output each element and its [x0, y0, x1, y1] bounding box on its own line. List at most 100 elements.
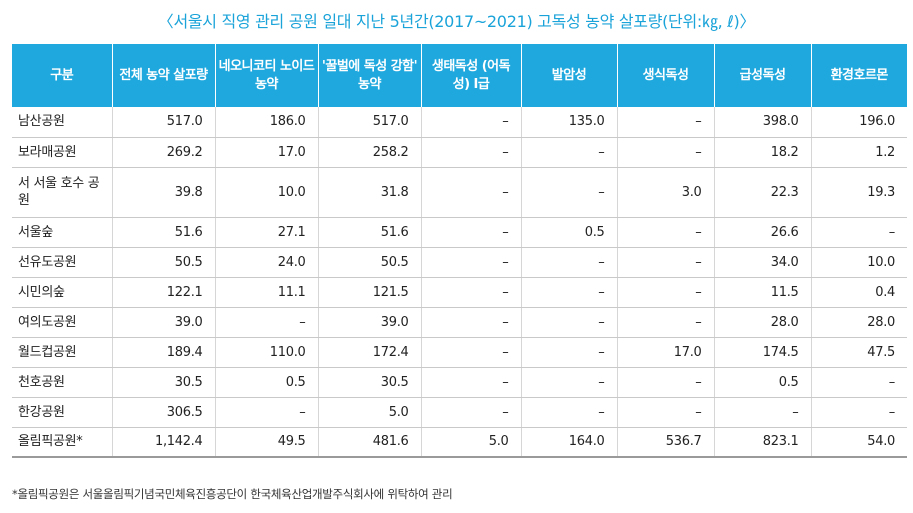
value-cell-carcinogenic: 135.0	[520, 107, 617, 138]
value-cell-endocrine-disruptor: 196.0	[810, 107, 907, 138]
park-name-cell: 선유도공원	[12, 247, 112, 278]
table-row: 남산공원 517.0 186.0 517.0–135.0–398.0 196.0	[12, 107, 907, 138]
table-row: 서 서울 호수 공원 39.8 10.0 31.8– –3.0 22.3 19.3	[12, 167, 907, 218]
value-cell-endocrine-disruptor: 47.5	[810, 337, 907, 368]
value-cell-bee-toxic: 39.0	[317, 307, 421, 338]
value-cell-neonicotinoid: 24.0	[214, 247, 318, 278]
value-cell-endocrine-disruptor: 28.0	[810, 307, 907, 338]
pesticide-table: 구분 전체 농약 살포량 네오니코티 노이드 농약 '꿀벌에 독성 강함' 농약 생태독…	[12, 44, 907, 458]
column-header-category: 구분	[12, 44, 112, 107]
value-cell-reproductive-toxicity: –	[616, 397, 714, 428]
park-name-cell: 여의도공원	[12, 307, 112, 338]
table-body: 남산공원 517.0 186.0 517.0–135.0–398.0 196.0 보라매공…	[12, 107, 907, 458]
value-cell-total-spray: 1,142.4	[111, 427, 215, 458]
value-cell-neonicotinoid: 10.0	[214, 167, 318, 218]
table-row: 천호공원 30.5 0.5 30.5– – –0.5–	[12, 367, 907, 398]
value-cell-ecotoxicity-grade1: –	[420, 337, 521, 368]
value-cell-acute-toxicity: 28.0	[713, 307, 811, 338]
column-header-reproductive-toxicity: 생식독성	[616, 44, 714, 107]
value-cell-acute-toxicity: 0.5	[713, 367, 811, 398]
park-name-cell: 서 서울 호수 공원	[12, 167, 112, 218]
value-cell-carcinogenic: –	[520, 367, 617, 398]
value-cell-carcinogenic: –	[520, 247, 617, 278]
value-cell-carcinogenic: –	[520, 277, 617, 308]
value-cell-carcinogenic: –	[520, 167, 617, 218]
value-cell-endocrine-disruptor: 19.3	[810, 167, 907, 218]
value-cell-endocrine-disruptor: 10.0	[810, 247, 907, 278]
value-cell-acute-toxicity: –	[713, 397, 811, 428]
table-title: 〈서울시 직영 관리 공원 일대 지난 5년간(2017~2021) 고독성 농…	[157, 12, 756, 31]
column-header-neonicotinoid: 네오니코티 노이드 농약	[214, 44, 318, 107]
value-cell-reproductive-toxicity: –	[616, 217, 714, 248]
value-cell-bee-toxic: 481.6	[317, 427, 421, 458]
value-cell-reproductive-toxicity: 17.0	[616, 337, 714, 368]
value-cell-bee-toxic: 50.5	[317, 247, 421, 278]
value-cell-bee-toxic: 30.5	[317, 367, 421, 398]
value-cell-total-spray: 122.1	[111, 277, 215, 308]
value-cell-reproductive-toxicity: –	[616, 247, 714, 278]
value-cell-reproductive-toxicity: –	[616, 107, 714, 138]
value-cell-reproductive-toxicity: –	[616, 277, 714, 308]
column-header-acute-toxicity: 급성독성	[713, 44, 811, 107]
footnote: *올림픽공원은 서울올림픽기념국민체육진흥공단이 한국체육산업개발주식회사에 위…	[12, 487, 453, 501]
value-cell-acute-toxicity: 18.2	[713, 137, 811, 168]
value-cell-total-spray: 39.0	[111, 307, 215, 338]
value-cell-carcinogenic: –	[520, 307, 617, 338]
value-cell-neonicotinoid: 11.1	[214, 277, 318, 308]
value-cell-reproductive-toxicity: 3.0	[616, 167, 714, 218]
value-cell-carcinogenic: –	[520, 397, 617, 428]
value-cell-bee-toxic: 5.0	[317, 397, 421, 428]
table-row: 보라매공원 269.2 17.0 258.2– – –18.2 1.2	[12, 137, 907, 168]
value-cell-reproductive-toxicity: –	[616, 367, 714, 398]
value-cell-neonicotinoid: 49.5	[214, 427, 318, 458]
value-cell-reproductive-toxicity: –	[616, 137, 714, 168]
value-cell-ecotoxicity-grade1: –	[420, 307, 521, 338]
value-cell-bee-toxic: 517.0	[317, 107, 421, 138]
park-name-cell: 보라매공원	[12, 137, 112, 168]
value-cell-bee-toxic: 121.5	[317, 277, 421, 308]
value-cell-endocrine-disruptor: –	[810, 397, 907, 428]
value-cell-total-spray: 51.6	[111, 217, 215, 248]
park-name-cell: 올림픽공원*	[12, 427, 112, 458]
value-cell-total-spray: 269.2	[111, 137, 215, 168]
value-cell-reproductive-toxicity: –	[616, 307, 714, 338]
value-cell-bee-toxic: 31.8	[317, 167, 421, 218]
value-cell-ecotoxicity-grade1: –	[420, 167, 521, 218]
column-header-carcinogenic: 발암성	[520, 44, 617, 107]
park-name-cell: 천호공원	[12, 367, 112, 398]
value-cell-bee-toxic: 172.4	[317, 337, 421, 368]
value-cell-acute-toxicity: 11.5	[713, 277, 811, 308]
value-cell-acute-toxicity: 22.3	[713, 167, 811, 218]
column-header-endocrine-disruptor: 환경호르몬	[810, 44, 907, 107]
value-cell-acute-toxicity: 26.6	[713, 217, 811, 248]
value-cell-neonicotinoid: –	[214, 307, 318, 338]
table-row: 선유도공원 50.5 24.0 50.5– – –34.0 10.0	[12, 247, 907, 278]
column-header-ecotoxicity-grade1: 생태독성 (어독성) I급	[420, 44, 521, 107]
table-row: 한강공원 306.5–5.0– – – – –	[12, 397, 907, 428]
value-cell-total-spray: 517.0	[111, 107, 215, 138]
value-cell-ecotoxicity-grade1: 5.0	[420, 427, 521, 458]
value-cell-ecotoxicity-grade1: –	[420, 137, 521, 168]
value-cell-carcinogenic: 0.5	[520, 217, 617, 248]
value-cell-reproductive-toxicity: 536.7	[616, 427, 714, 458]
value-cell-ecotoxicity-grade1: –	[420, 247, 521, 278]
value-cell-endocrine-disruptor: 54.0	[810, 427, 907, 458]
value-cell-ecotoxicity-grade1: –	[420, 397, 521, 428]
value-cell-acute-toxicity: 823.1	[713, 427, 811, 458]
value-cell-carcinogenic: –	[520, 137, 617, 168]
value-cell-ecotoxicity-grade1: –	[420, 367, 521, 398]
value-cell-endocrine-disruptor: –	[810, 367, 907, 398]
value-cell-endocrine-disruptor: 1.2	[810, 137, 907, 168]
value-cell-neonicotinoid: 186.0	[214, 107, 318, 138]
table-row: 서울숲 51.6 27.1 51.6–0.5–26.6–	[12, 217, 907, 248]
value-cell-acute-toxicity: 34.0	[713, 247, 811, 278]
column-header-total-spray: 전체 농약 살포량	[111, 44, 215, 107]
park-name-cell: 서울숲	[12, 217, 112, 248]
table-row: 시민의숲 122.1 11.1 121.5– – –11.5 0.4	[12, 277, 907, 308]
value-cell-neonicotinoid: –	[214, 397, 318, 428]
table-row: 올림픽공원* 1,142.4 49.5 481.6 5.0 164.0 536.7 823.1…	[12, 427, 907, 458]
park-name-cell: 한강공원	[12, 397, 112, 428]
value-cell-total-spray: 189.4	[111, 337, 215, 368]
value-cell-neonicotinoid: 0.5	[214, 367, 318, 398]
park-name-cell: 월드컵공원	[12, 337, 112, 368]
